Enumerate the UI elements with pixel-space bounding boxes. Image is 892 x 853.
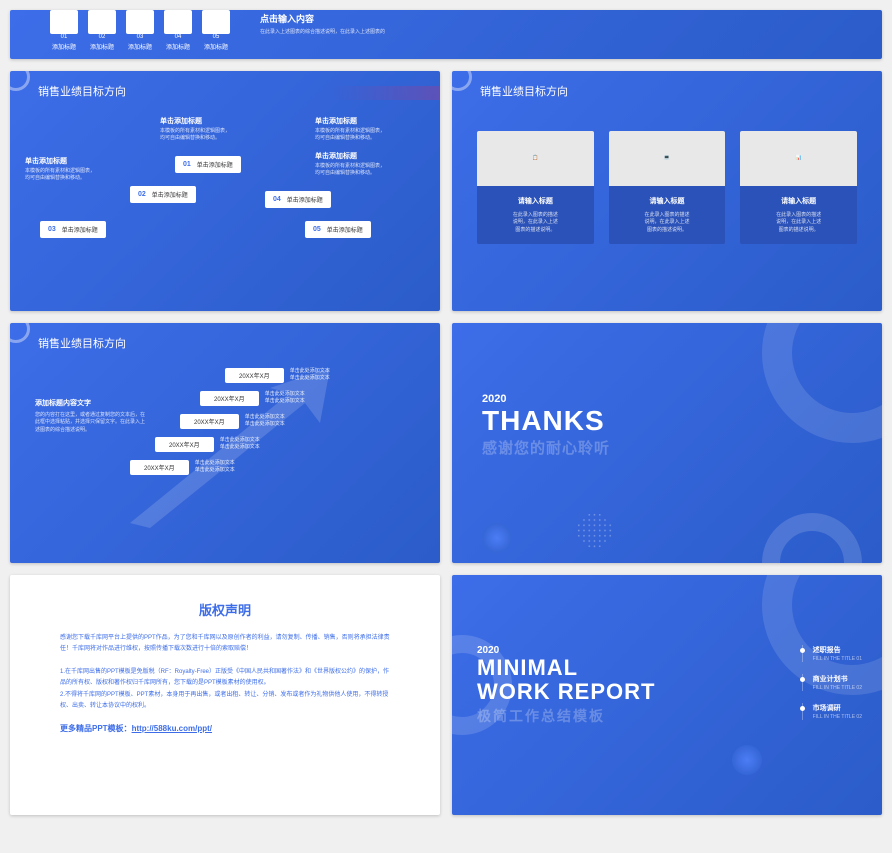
slide-1: 01添加标题 02添加标题 03添加标题 04添加标题 05添加标题 点击输入内… bbox=[10, 10, 882, 59]
text-group: 单击添加标题 本模板的所有素材和逻辑图表， 均可自由编辑替换和移动。 bbox=[25, 156, 95, 182]
number-box: 05单击添加标题 bbox=[305, 221, 371, 238]
card-desc: 在此录入图表的描述 说明，在此录入上述 图表的描述说明。 bbox=[487, 212, 584, 235]
slide-title: 销售业绩目标方向 bbox=[38, 83, 126, 99]
timeline-row: 20XX年X月单击此处添加文本单击此处添加文本 bbox=[180, 414, 330, 429]
number-box: 04单击添加标题 bbox=[265, 191, 331, 208]
slide-6-copyright: 版权声明 感谢您下载千库网平台上提供的PPT作品，为了您和千库网以及原创作者的利… bbox=[10, 575, 440, 815]
corner-decoration bbox=[10, 71, 30, 91]
text-group: 单击添加标题 本模板的所有素材和逻辑图表， 均可自由编辑替换和移动。 bbox=[315, 116, 385, 142]
content-text: 点击输入内容 在此录入上述图表的综合描述说明，在此录入上述图表的 bbox=[260, 12, 385, 35]
card-desc: 在此录入图表的描述 说明，在此录入上述 图表的描述说明。 bbox=[619, 212, 716, 235]
card-title: 请输入标题 bbox=[487, 196, 584, 206]
card-row: 📋 请输入标题 在此录入图表的描述 说明，在此录入上述 图表的描述说明。 💻 请… bbox=[477, 131, 857, 245]
corner-decoration bbox=[452, 71, 472, 91]
slide-2: 销售业绩目标方向 单击添加标题 本模板的所有素材和逻辑图表， 均可自由编辑替换和… bbox=[10, 71, 440, 311]
cover-list-item: 述职报告 FILL IN THE TITLE 01 bbox=[802, 645, 862, 662]
cover-content: 2020 MINIMAL WORK REPORT 极简工作总结模板 bbox=[477, 645, 655, 726]
timeline-row: 20XX年X月单击此处添加文本单击此处添加文本 bbox=[200, 391, 330, 406]
timeline: 20XX年X月单击此处添加文本单击此处添加文本 20XX年X月单击此处添加文本单… bbox=[125, 368, 330, 483]
number-box: 02单击添加标题 bbox=[130, 186, 196, 203]
cover-list: 述职报告 FILL IN THE TITLE 01 商业计划书 FILL IN … bbox=[802, 645, 862, 732]
copyright-body: 感谢您下载千库网平台上提供的PPT作品，为了您和千库网以及原创作者的利益，请勿复… bbox=[60, 633, 390, 713]
copyright-title: 版权声明 bbox=[60, 600, 390, 619]
icon-box-item: 04添加标题 bbox=[164, 10, 192, 51]
content-title: 点击输入内容 bbox=[260, 12, 385, 25]
slide-4: 销售业绩目标方向 添加标题内容文字 您的内容打在这里，或者通过复制您的文本后，在… bbox=[10, 323, 440, 563]
slide-3: 销售业绩目标方向 📋 请输入标题 在此录入图表的描述 说明，在此录入上述 图表的… bbox=[452, 71, 882, 311]
cover-title-1: MINIMAL bbox=[477, 656, 655, 680]
thanks-subtitle: 感谢您的耐心聆听 bbox=[482, 437, 610, 458]
cover-list-item: 商业计划书 FILL IN THE TITLE 02 bbox=[802, 674, 862, 691]
year-text: 2020 bbox=[482, 393, 610, 405]
cover-list-item: 市场调研 FILL IN THE TITLE 02 bbox=[802, 703, 862, 720]
cover-title-2: WORK REPORT bbox=[477, 680, 655, 704]
info-card: 📋 请输入标题 在此录入图表的描述 说明，在此录入上述 图表的描述说明。 bbox=[477, 131, 594, 245]
icon-box-item: 03添加标题 bbox=[126, 10, 154, 51]
copyright-footer: 更多精品PPT模板：http://588ku.com/ppt/ bbox=[60, 723, 390, 734]
icon-box-item: 02添加标题 bbox=[88, 10, 116, 51]
card-image: 📊 bbox=[740, 131, 857, 186]
number-box: 03单击添加标题 bbox=[40, 221, 106, 238]
icon-box-item: 01添加标题 bbox=[50, 10, 78, 51]
text-group: 单击添加标题 本模板的所有素材和逻辑图表， 均可自由编辑替换和移动。 bbox=[315, 151, 385, 177]
card-image: 📋 bbox=[477, 131, 594, 186]
icon-box-row: 01添加标题 02添加标题 03添加标题 04添加标题 05添加标题 bbox=[50, 10, 230, 51]
slide-title: 销售业绩目标方向 bbox=[480, 83, 568, 99]
icon-box-item: 05添加标题 bbox=[202, 10, 230, 51]
text-group: 单击添加标题 本模板的所有素材和逻辑图表， 均可自由编辑替换和移动。 bbox=[160, 116, 230, 142]
timeline-row: 20XX年X月单击此处添加文本单击此处添加文本 bbox=[130, 460, 330, 475]
card-title: 请输入标题 bbox=[750, 196, 847, 206]
cover-subtitle: 极简工作总结模板 bbox=[477, 706, 655, 726]
card-desc: 在此录入图表的描述 说明，在此录入上述 图表的描述说明。 bbox=[750, 212, 847, 235]
footer-link[interactable]: http://588ku.com/ppt/ bbox=[132, 724, 212, 733]
slide-title: 销售业绩目标方向 bbox=[38, 335, 126, 351]
timeline-row: 20XX年X月单击此处添加文本单击此处添加文本 bbox=[225, 368, 330, 383]
content-desc: 在此录入上述图表的综合描述说明，在此录入上述图表的 bbox=[260, 28, 385, 35]
corner-decoration bbox=[10, 323, 30, 343]
slide-7-cover: 2020 MINIMAL WORK REPORT 极简工作总结模板 述职报告 F… bbox=[452, 575, 882, 815]
card-image: 💻 bbox=[609, 131, 726, 186]
info-card: 📊 请输入标题 在此录入图表的描述 说明，在此录入上述 图表的描述说明。 bbox=[740, 131, 857, 245]
accent-decoration bbox=[330, 86, 440, 100]
timeline-row: 20XX年X月单击此处添加文本单击此处添加文本 bbox=[155, 437, 330, 452]
thanks-content: 2020 THANKS 感谢您的耐心聆听 bbox=[482, 393, 610, 458]
slide-5-thanks: 2020 THANKS 感谢您的耐心聆听 bbox=[452, 323, 882, 563]
card-title: 请输入标题 bbox=[619, 196, 716, 206]
thanks-title: THANKS bbox=[482, 405, 610, 437]
info-card: 💻 请输入标题 在此录入图表的描述 说明，在此录入上述 图表的描述说明。 bbox=[609, 131, 726, 245]
number-box: 01单击添加标题 bbox=[175, 156, 241, 173]
dots-decoration bbox=[577, 513, 612, 548]
